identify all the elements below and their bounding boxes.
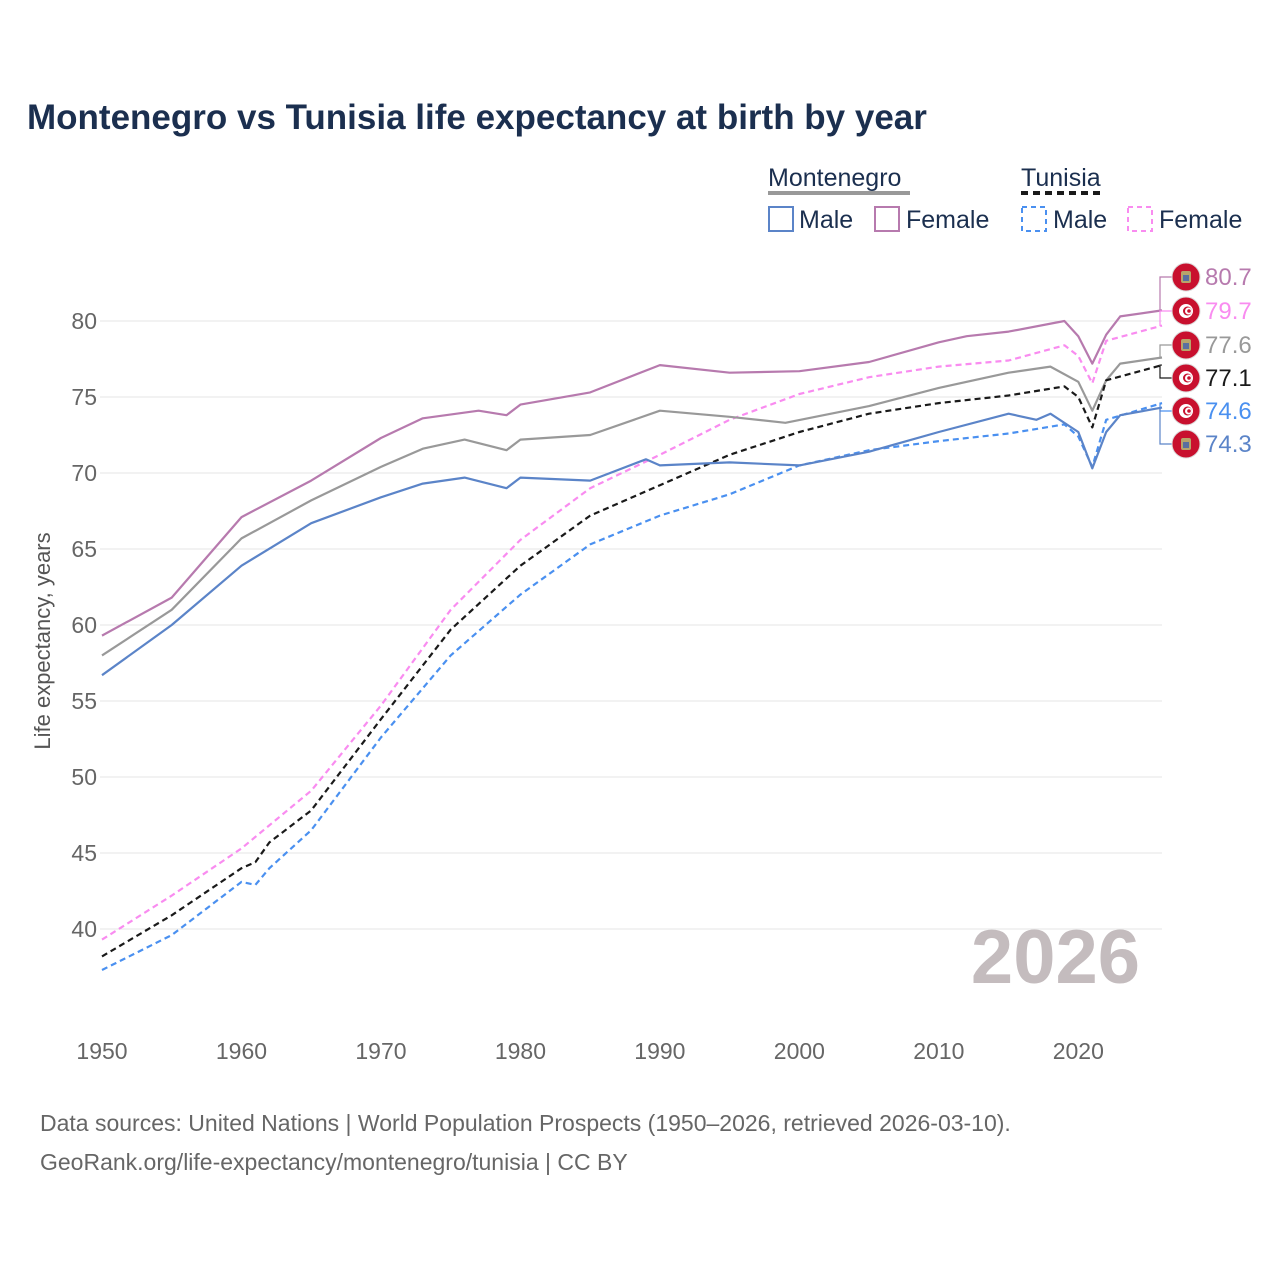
legend-tunisia-male-swatch — [1021, 206, 1047, 232]
legend-tunisia-female-swatch — [1127, 206, 1153, 232]
end-value-label: 77.1 — [1205, 365, 1252, 392]
leader-line — [1159, 364, 1172, 379]
x-tick-label: 2010 — [913, 1038, 964, 1064]
tunisia-flag-icon — [1171, 296, 1201, 326]
gridlines — [100, 320, 1162, 930]
end-value-label: 79.7 — [1205, 298, 1252, 325]
tunisia-flag-icon — [1171, 363, 1201, 393]
legend-montenegro-female: Female — [906, 206, 989, 234]
x-axis-ticks: 1950 1960 1970 1980 1990 2000 2010 2020 — [76, 1038, 1103, 1064]
legend-group-montenegro: Montenegro — [768, 164, 901, 192]
legend-tunisia-female: Female — [1159, 206, 1242, 234]
leader-line — [1159, 344, 1172, 359]
x-tick-label: 1990 — [634, 1038, 685, 1064]
legend-montenegro-male-swatch — [768, 206, 794, 232]
end-value-label: 80.7 — [1205, 264, 1252, 291]
legend-tunisia-male: Male — [1053, 206, 1107, 234]
x-tick-label: 1950 — [76, 1038, 127, 1064]
y-tick-label: 80 — [71, 308, 97, 334]
y-tick-label: 75 — [71, 384, 97, 410]
end-value-label: 74.3 — [1205, 431, 1252, 458]
y-tick-label: 65 — [71, 536, 97, 562]
x-tick-label: 1980 — [495, 1038, 546, 1064]
series-line-montenegro — [101, 356, 1163, 657]
series-line-tunisia-female — [101, 324, 1163, 941]
leader-line — [1159, 310, 1172, 327]
montenegro-flag-icon — [1171, 262, 1201, 292]
end-value-label: 77.6 — [1205, 332, 1252, 359]
series-lines — [101, 309, 1163, 971]
legend-group-tunisia: Tunisia — [1021, 164, 1101, 192]
source-line-2: GeoRank.org/life-expectancy/montenegro/t… — [40, 1149, 628, 1175]
leader-line — [1159, 276, 1172, 311]
legend-montenegro-female-swatch — [874, 206, 900, 232]
x-tick-label: 1970 — [355, 1038, 406, 1064]
series-line-montenegro-female — [101, 309, 1163, 637]
montenegro-flag-icon — [1171, 330, 1201, 360]
y-tick-label: 70 — [71, 460, 97, 486]
source-line-1: Data sources: United Nations | World Pop… — [40, 1110, 1011, 1136]
x-tick-label: 2020 — [1053, 1038, 1104, 1064]
end-value-label: 74.6 — [1205, 398, 1252, 425]
end-labels: 80.7 79.7 77.6 77.1 74.6 74.3 — [1159, 262, 1252, 459]
y-tick-label: 60 — [71, 612, 97, 638]
x-tick-label: 1960 — [216, 1038, 267, 1064]
series-line-montenegro-male — [101, 406, 1163, 677]
chart-title: Montenegro vs Tunisia life expectancy at… — [27, 98, 927, 137]
current-year-watermark: 2026 — [971, 915, 1140, 1000]
x-tick-label: 2000 — [774, 1038, 825, 1064]
tunisia-flag-icon — [1171, 396, 1201, 426]
y-axis-label: Life expectancy, years — [30, 532, 55, 749]
y-axis-ticks: 40 45 50 55 60 65 70 75 80 — [71, 308, 97, 942]
montenegro-flag-icon — [1171, 429, 1201, 459]
y-tick-label: 50 — [71, 764, 97, 790]
y-tick-label: 45 — [71, 840, 97, 866]
leader-line — [1159, 407, 1172, 445]
series-line-tunisia-male — [101, 402, 1163, 971]
y-tick-label: 55 — [71, 688, 97, 714]
series-line-tunisia — [101, 364, 1163, 958]
legend: Montenegro Male Female Tunisia Male Fema… — [768, 164, 1242, 234]
legend-montenegro-male: Male — [799, 206, 853, 234]
y-tick-label: 40 — [71, 916, 97, 942]
